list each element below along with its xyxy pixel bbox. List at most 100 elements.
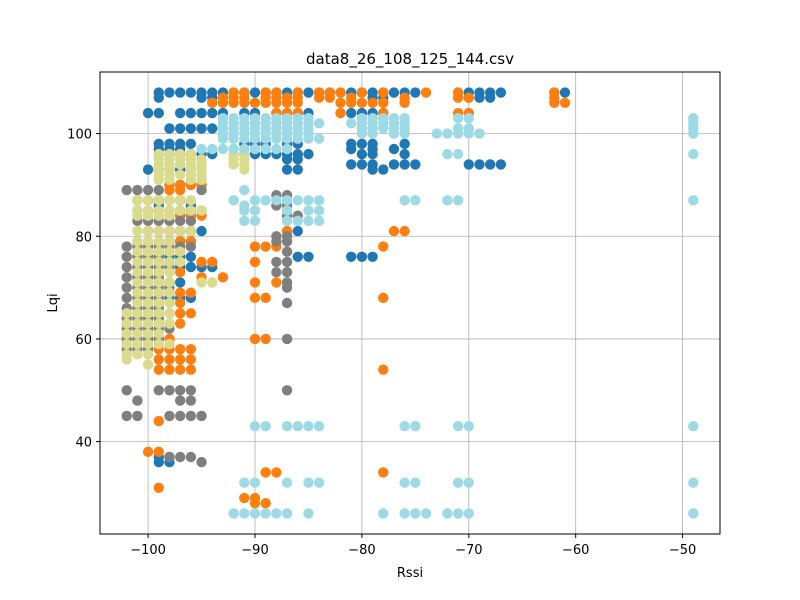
data-point	[142, 184, 154, 196]
data-point	[292, 154, 303, 165]
data-point	[121, 292, 132, 304]
data-point	[313, 195, 325, 206]
data-point	[271, 256, 282, 268]
data-point	[142, 308, 154, 319]
data-point	[185, 205, 197, 216]
data-point	[185, 107, 197, 119]
data-point	[281, 297, 293, 309]
data-point	[249, 133, 261, 144]
data-point	[196, 123, 207, 134]
data-point	[281, 282, 293, 293]
data-point	[132, 410, 143, 422]
data-point	[196, 107, 207, 119]
data-point	[260, 498, 271, 509]
data-point	[142, 359, 154, 370]
data-point	[378, 364, 389, 375]
data-point	[185, 344, 197, 355]
data-point	[367, 164, 378, 175]
data-point	[378, 123, 389, 134]
data-point	[174, 123, 186, 134]
data-point	[174, 364, 186, 375]
y-tick-label: 60	[75, 333, 92, 348]
x-axis-label: Rssi	[397, 566, 423, 581]
data-point	[164, 364, 175, 375]
data-point	[153, 338, 164, 350]
data-point	[164, 308, 175, 319]
data-point	[142, 349, 154, 360]
data-point	[281, 164, 293, 175]
data-point	[185, 123, 197, 134]
data-point	[164, 267, 175, 278]
data-point	[313, 215, 325, 227]
data-point	[378, 97, 389, 109]
data-point	[388, 143, 400, 155]
data-point	[142, 267, 154, 278]
data-point	[142, 256, 154, 268]
data-point	[174, 184, 186, 196]
data-point	[121, 410, 132, 422]
data-point	[260, 333, 271, 345]
data-point	[132, 267, 143, 278]
series-4	[196, 113, 699, 519]
data-point	[153, 328, 164, 339]
data-point	[121, 282, 132, 293]
data-point	[174, 395, 186, 406]
series-3	[121, 143, 250, 370]
data-point	[142, 195, 154, 206]
data-point	[452, 87, 464, 98]
data-point	[142, 277, 154, 288]
data-point	[249, 477, 261, 488]
data-point	[174, 297, 186, 309]
data-point	[271, 133, 282, 144]
data-point	[153, 446, 164, 458]
data-point	[239, 87, 250, 98]
data-point	[378, 292, 389, 304]
data-point	[132, 210, 143, 221]
data-point	[484, 159, 496, 170]
data-point	[281, 477, 293, 488]
data-point	[495, 87, 507, 98]
data-point	[281, 92, 293, 103]
data-point	[281, 385, 293, 396]
data-point	[324, 87, 336, 98]
data-point	[121, 261, 132, 273]
x-axis-ticks: −100 −90 −80 −70 −60 −50	[130, 534, 696, 558]
data-point	[185, 251, 197, 262]
data-point	[121, 251, 132, 262]
data-point	[281, 508, 293, 519]
data-point	[463, 508, 474, 519]
data-point	[153, 225, 164, 237]
data-point	[132, 297, 143, 309]
data-point	[132, 318, 143, 329]
data-point	[239, 492, 250, 504]
data-point	[228, 133, 239, 144]
data-point	[174, 318, 186, 329]
data-point	[271, 267, 282, 278]
data-point	[174, 159, 186, 170]
data-point	[196, 256, 207, 268]
data-point	[367, 148, 378, 160]
data-point	[688, 148, 699, 160]
data-point	[559, 87, 571, 98]
data-point	[271, 508, 282, 519]
data-point	[474, 159, 485, 170]
data-point	[249, 277, 261, 288]
data-point	[185, 215, 197, 227]
data-point	[399, 159, 410, 170]
data-point	[164, 210, 175, 221]
data-point	[463, 159, 474, 170]
data-point	[271, 277, 282, 288]
data-point	[249, 333, 261, 345]
data-point	[367, 128, 378, 139]
data-point	[185, 287, 197, 298]
data-point	[121, 308, 132, 319]
data-point	[271, 236, 282, 247]
data-point	[164, 277, 175, 288]
data-point	[121, 318, 132, 329]
data-point	[420, 87, 432, 98]
data-point	[249, 508, 261, 519]
x-tick-label: −100	[130, 543, 166, 558]
data-point	[142, 328, 154, 339]
data-point	[239, 184, 250, 196]
data-point	[164, 451, 175, 463]
